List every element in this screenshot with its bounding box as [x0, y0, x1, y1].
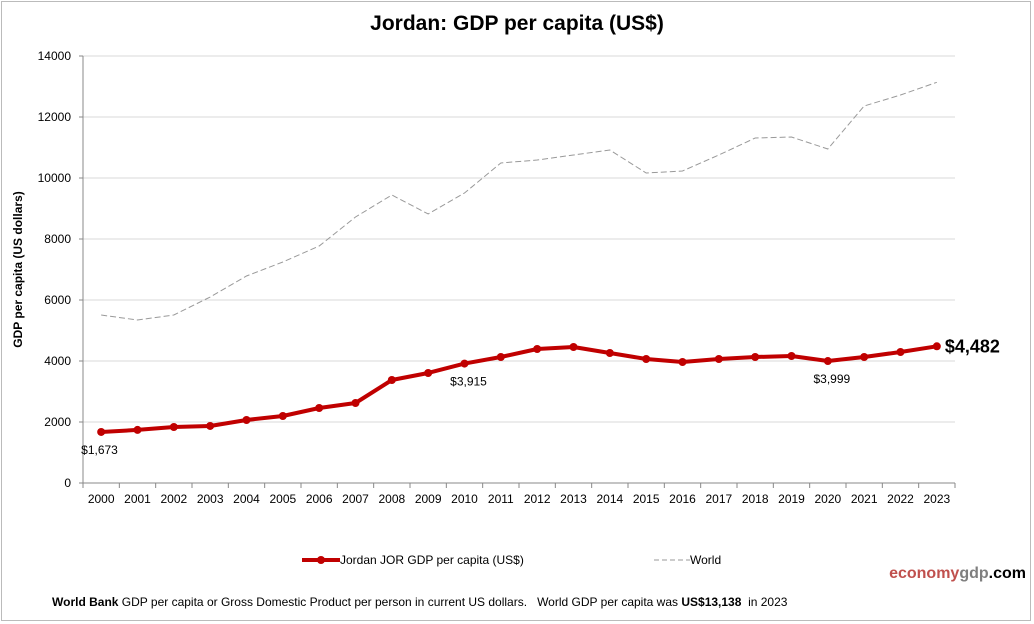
footer-value: US$13,138 — [681, 595, 742, 609]
series-line-jordan — [101, 344, 938, 434]
x-tick-label: 2015 — [633, 492, 660, 506]
x-tick-label: 2011 — [488, 492, 514, 506]
x-tick-label: 2003 — [197, 492, 224, 506]
y-tick-label: 8000 — [44, 232, 71, 246]
data-point-jordan — [787, 351, 796, 360]
x-tick-label: 2005 — [269, 492, 296, 506]
footer-source: World Bank — [52, 595, 119, 609]
data-point-jordan — [642, 354, 651, 363]
y-axis-label: GDP per capita (US dollars) — [11, 191, 25, 348]
x-tick-label: 2002 — [160, 492, 187, 506]
data-point-jordan — [823, 357, 832, 366]
data-point-jordan — [932, 342, 941, 351]
x-tick-label: 2007 — [342, 492, 369, 506]
footer-tail: in 2023 — [741, 595, 788, 609]
data-point-jordan — [496, 353, 505, 362]
x-tick-label: 2017 — [705, 492, 732, 506]
data-point-jordan — [387, 376, 396, 385]
x-tick-label: 2012 — [524, 492, 551, 506]
data-point-jordan — [351, 398, 360, 407]
data-point-jordan — [678, 358, 687, 367]
data-point-jordan — [97, 427, 106, 436]
data-point-jordan — [569, 343, 578, 352]
footer-text: GDP per capita or Gross Domestic Product… — [118, 595, 682, 609]
y-tick-label: 2000 — [44, 415, 71, 429]
legend-jordan-swatch — [302, 556, 340, 564]
series-line-world — [101, 81, 937, 321]
data-label: $3,915 — [450, 375, 487, 389]
data-point-jordan — [169, 423, 178, 432]
legend-world-swatch — [654, 559, 690, 561]
data-point-jordan — [242, 415, 251, 424]
data-point-jordan — [460, 359, 469, 368]
legend-jordan: Jordan JOR GDP per capita (US$) — [302, 553, 524, 567]
y-tick-label: 12000 — [38, 110, 72, 124]
y-tick-label: 4000 — [44, 354, 71, 368]
brand-logo: economygdp.com — [889, 565, 1026, 583]
x-tick-label: 2018 — [742, 492, 769, 506]
y-tick-label: 10000 — [38, 171, 72, 185]
x-tick-label: 2008 — [378, 492, 405, 506]
x-tick-label: 2009 — [415, 492, 442, 506]
data-label: $4,482 — [945, 336, 1000, 356]
data-point-jordan — [278, 411, 287, 420]
legend-world-label: World — [690, 553, 722, 567]
data-label: $3,999 — [813, 372, 850, 386]
chart-title: Jordan: GDP per capita (US$) — [370, 12, 664, 35]
brand-part-economy: economy — [889, 565, 960, 582]
x-tick-label: 2006 — [306, 492, 333, 506]
x-tick-label: 2004 — [233, 492, 260, 506]
x-tick-label: 2014 — [596, 492, 623, 506]
data-point-jordan — [605, 349, 614, 358]
legend-jordan-label: Jordan JOR GDP per capita (US$) — [340, 553, 524, 567]
x-tick-label: 2013 — [560, 492, 587, 506]
data-point-jordan — [860, 353, 869, 362]
x-tick-label: 2022 — [887, 492, 914, 506]
x-tick-label: 2020 — [814, 492, 841, 506]
data-label: $1,673 — [81, 443, 118, 457]
x-tick-label: 2023 — [923, 492, 950, 506]
y-tick-label: 14000 — [38, 49, 72, 63]
legend-world: World — [654, 553, 721, 567]
x-tick-label: 2016 — [669, 492, 696, 506]
x-tick-label: 2021 — [851, 492, 878, 506]
x-tick-label: 2010 — [451, 492, 478, 506]
data-point-jordan — [714, 354, 723, 363]
data-point-jordan — [896, 348, 905, 357]
data-point-jordan — [751, 353, 760, 362]
data-point-jordan — [533, 345, 542, 354]
brand-part-com: .com — [988, 565, 1026, 582]
data-point-jordan — [424, 368, 433, 377]
data-point-jordan — [133, 425, 142, 434]
x-tick-label: 2019 — [778, 492, 805, 506]
y-tick-label: 0 — [64, 476, 71, 490]
data-point-jordan — [315, 404, 324, 413]
data-point-jordan — [206, 421, 215, 430]
brand-part-gdp: gdp — [959, 565, 989, 582]
x-tick-label: 2001 — [124, 492, 151, 506]
y-tick-label: 6000 — [44, 293, 71, 307]
footer-note: World Bank GDP per capita or Gross Domes… — [52, 595, 787, 609]
x-tick-label: 2000 — [88, 492, 115, 506]
